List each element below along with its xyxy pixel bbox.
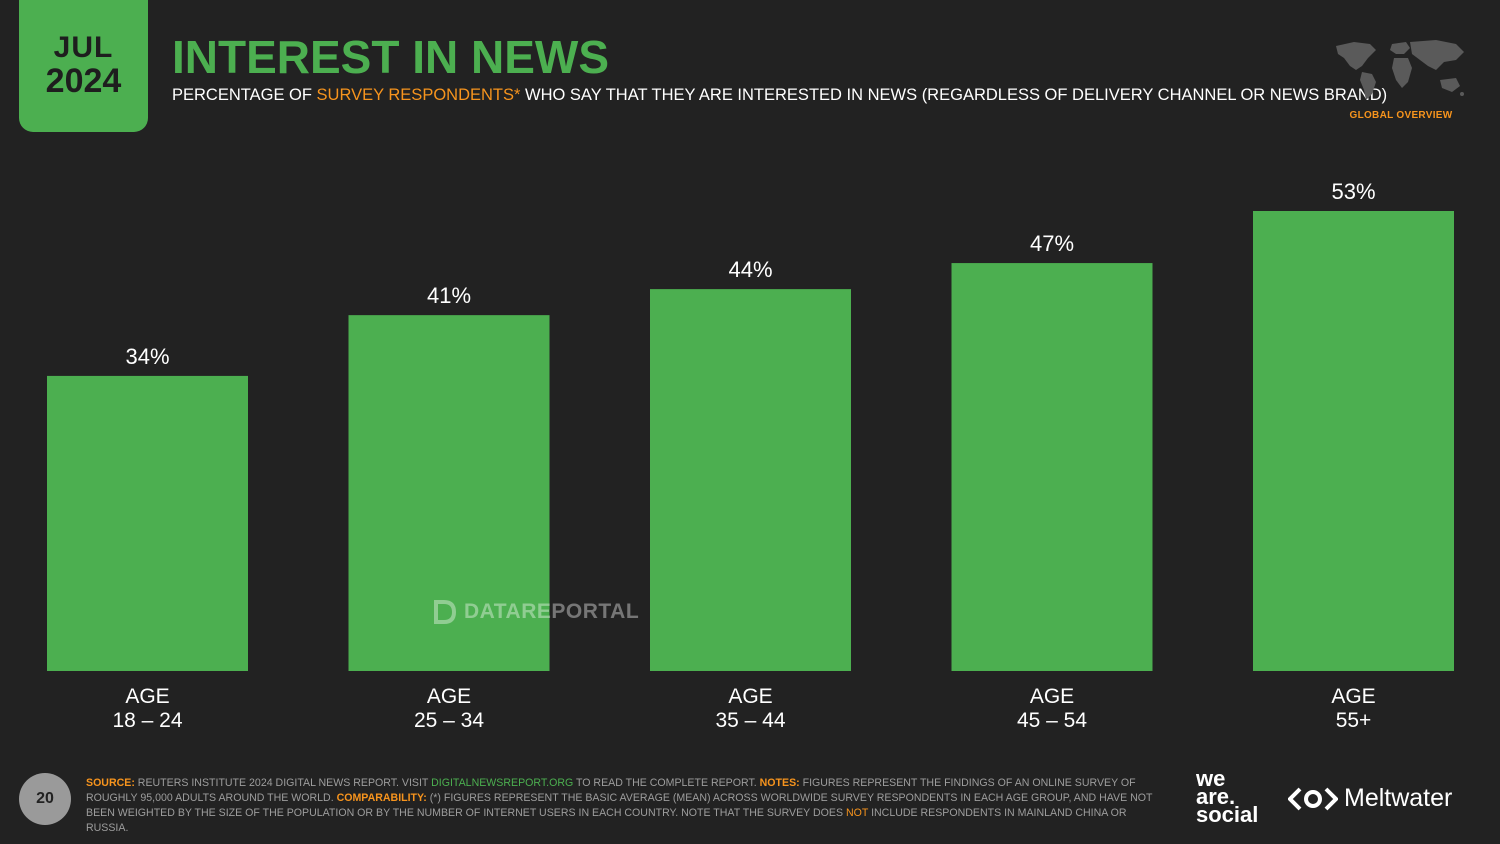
page-number: 20 (19, 773, 71, 825)
category-label-line1-1: AGE (427, 685, 471, 708)
source-text: REUTERS INSTITUTE 2024 DIGITAL NEWS REPO… (134, 777, 432, 789)
region-label: GLOBAL OVERVIEW (1349, 110, 1453, 121)
datareportal-icon (434, 600, 457, 624)
watermark-text: DATAREPORTAL (464, 600, 640, 623)
bar-1 (348, 315, 550, 671)
category-label-line1-4: AGE (1331, 685, 1375, 708)
source-link[interactable]: DIGITALNEWSREPORT.ORG (431, 777, 574, 789)
category-label-line2-3: 45 – 54 (1017, 709, 1087, 732)
subtitle-suffix: WHO SAY THAT THEY ARE INTERESTED IN NEWS… (520, 86, 1388, 104)
bar-value-label-0: 34% (125, 344, 169, 369)
bar-value-label-1: 41% (427, 283, 471, 308)
subtitle-highlight: SURVEY RESPONDENTS* (316, 86, 521, 104)
category-label-line2-2: 35 – 44 (715, 709, 785, 732)
comparability-not: NOT (845, 807, 869, 819)
watermark: DATAREPORTAL (432, 598, 639, 626)
bar-3 (951, 263, 1153, 671)
was-line-2: are. (1196, 784, 1236, 809)
bar-4 (1253, 211, 1454, 671)
category-label-line1-3: AGE (1030, 685, 1074, 708)
badge-month: JUL (53, 31, 114, 65)
category-label-line1-2: AGE (728, 685, 772, 708)
page-subtitle: PERCENTAGE OF SURVEY RESPONDENTS* WHO SA… (172, 86, 1387, 105)
was-line-3: social (1196, 802, 1259, 827)
comparability-key: COMPARABILITY: (336, 792, 427, 804)
page-title: INTEREST IN NEWS (172, 31, 610, 83)
notes-text: FIGURES REPRESENT THE FINDINGS OF AN ONL… (86, 777, 1136, 804)
meltwater-icon (1288, 787, 1338, 810)
subtitle-prefix: PERCENTAGE OF (172, 86, 317, 104)
comparability-text-2: INCLUDE RESPONDENTS IN MAINLAND CHINA OR… (86, 807, 1127, 834)
date-badge: JUL 2024 (19, 0, 148, 132)
category-label-line2-4: 55+ (1336, 709, 1372, 732)
we-are-social-logo: we are. social (1196, 766, 1259, 827)
bar-value-label-2: 44% (728, 257, 772, 282)
bar-0 (47, 375, 248, 671)
source-key: SOURCE: (86, 777, 135, 789)
badge-year: 2024 (45, 61, 122, 100)
meltwater-logo: Meltwater (1288, 784, 1452, 813)
category-label-line2-0: 18 – 24 (112, 709, 182, 732)
footer-notes: SOURCE: REUTERS INSTITUTE 2024 DIGITAL N… (86, 776, 1166, 836)
source-text-2: TO READ THE COMPLETE REPORT. (573, 777, 760, 789)
category-label-line2-1: 25 – 34 (414, 709, 484, 732)
was-line-1: we (1196, 766, 1226, 791)
bar-value-label-3: 47% (1030, 231, 1074, 256)
notes-key: NOTES: (759, 777, 800, 789)
bar-value-label-4: 53% (1331, 179, 1375, 204)
bar-2 (650, 289, 851, 671)
category-label-line1-0: AGE (125, 685, 169, 708)
meltwater-text: Meltwater (1344, 784, 1453, 812)
comparability-text: (*) FIGURES REPRESENT THE BASIC AVERAGE … (86, 792, 1153, 819)
world-map-icon (1336, 40, 1464, 100)
